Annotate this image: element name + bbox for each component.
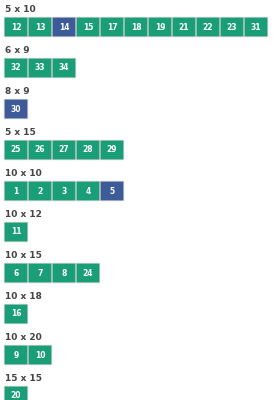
Text: 5 x 10: 5 x 10	[5, 5, 36, 14]
FancyBboxPatch shape	[4, 222, 28, 242]
FancyBboxPatch shape	[28, 140, 52, 160]
Text: 29: 29	[107, 146, 117, 154]
FancyBboxPatch shape	[28, 181, 52, 201]
Text: 10 x 10: 10 x 10	[5, 169, 42, 178]
Text: 8 x 9: 8 x 9	[5, 87, 30, 96]
Text: 10 x 18: 10 x 18	[5, 292, 42, 301]
FancyBboxPatch shape	[52, 181, 76, 201]
Text: 31: 31	[251, 22, 261, 32]
Text: 8: 8	[61, 268, 67, 278]
FancyBboxPatch shape	[52, 58, 76, 78]
Text: 7: 7	[37, 268, 43, 278]
FancyBboxPatch shape	[76, 181, 100, 201]
Text: 28: 28	[83, 146, 93, 154]
FancyBboxPatch shape	[172, 17, 196, 37]
Text: 26: 26	[35, 146, 45, 154]
Text: 33: 33	[35, 64, 45, 72]
FancyBboxPatch shape	[76, 17, 100, 37]
FancyBboxPatch shape	[4, 386, 28, 400]
FancyBboxPatch shape	[100, 140, 124, 160]
Text: 24: 24	[83, 268, 93, 278]
FancyBboxPatch shape	[4, 263, 28, 283]
Text: 2: 2	[37, 186, 43, 196]
FancyBboxPatch shape	[4, 304, 28, 324]
Text: 30: 30	[11, 104, 21, 114]
Text: 15 x 15: 15 x 15	[5, 374, 42, 383]
FancyBboxPatch shape	[100, 181, 124, 201]
Text: 21: 21	[179, 22, 189, 32]
Text: 13: 13	[35, 22, 45, 32]
FancyBboxPatch shape	[148, 17, 172, 37]
Text: 14: 14	[59, 22, 69, 32]
Text: 17: 17	[107, 22, 117, 32]
FancyBboxPatch shape	[196, 17, 220, 37]
Text: 16: 16	[11, 310, 21, 318]
Text: 20: 20	[11, 392, 21, 400]
FancyBboxPatch shape	[76, 140, 100, 160]
Text: 5: 5	[109, 186, 115, 196]
Text: 10 x 20: 10 x 20	[5, 333, 42, 342]
Text: 12: 12	[11, 22, 21, 32]
FancyBboxPatch shape	[4, 58, 28, 78]
FancyBboxPatch shape	[4, 140, 28, 160]
FancyBboxPatch shape	[220, 17, 244, 37]
FancyBboxPatch shape	[28, 17, 52, 37]
Text: 15: 15	[83, 22, 93, 32]
FancyBboxPatch shape	[4, 181, 28, 201]
Text: 9: 9	[13, 350, 19, 360]
Text: 10 x 12: 10 x 12	[5, 210, 42, 219]
Text: 34: 34	[59, 64, 69, 72]
Text: 3: 3	[61, 186, 67, 196]
Text: 5 x 15: 5 x 15	[5, 128, 36, 137]
Text: 10 x 15: 10 x 15	[5, 251, 42, 260]
Text: 23: 23	[227, 22, 237, 32]
Text: 27: 27	[59, 146, 69, 154]
FancyBboxPatch shape	[124, 17, 148, 37]
FancyBboxPatch shape	[4, 17, 28, 37]
FancyBboxPatch shape	[28, 58, 52, 78]
Text: 32: 32	[11, 64, 21, 72]
FancyBboxPatch shape	[244, 17, 268, 37]
FancyBboxPatch shape	[52, 17, 76, 37]
Text: 10: 10	[35, 350, 45, 360]
FancyBboxPatch shape	[76, 263, 100, 283]
Text: 18: 18	[131, 22, 141, 32]
FancyBboxPatch shape	[52, 263, 76, 283]
FancyBboxPatch shape	[4, 345, 28, 365]
Text: 19: 19	[155, 22, 165, 32]
Text: 1: 1	[13, 186, 19, 196]
FancyBboxPatch shape	[4, 99, 28, 119]
Text: 25: 25	[11, 146, 21, 154]
FancyBboxPatch shape	[52, 140, 76, 160]
Text: 11: 11	[11, 228, 21, 236]
Text: 6: 6	[13, 268, 19, 278]
Text: 22: 22	[203, 22, 213, 32]
FancyBboxPatch shape	[100, 17, 124, 37]
FancyBboxPatch shape	[28, 345, 52, 365]
Text: 6 x 9: 6 x 9	[5, 46, 30, 55]
FancyBboxPatch shape	[28, 263, 52, 283]
Text: 4: 4	[85, 186, 91, 196]
